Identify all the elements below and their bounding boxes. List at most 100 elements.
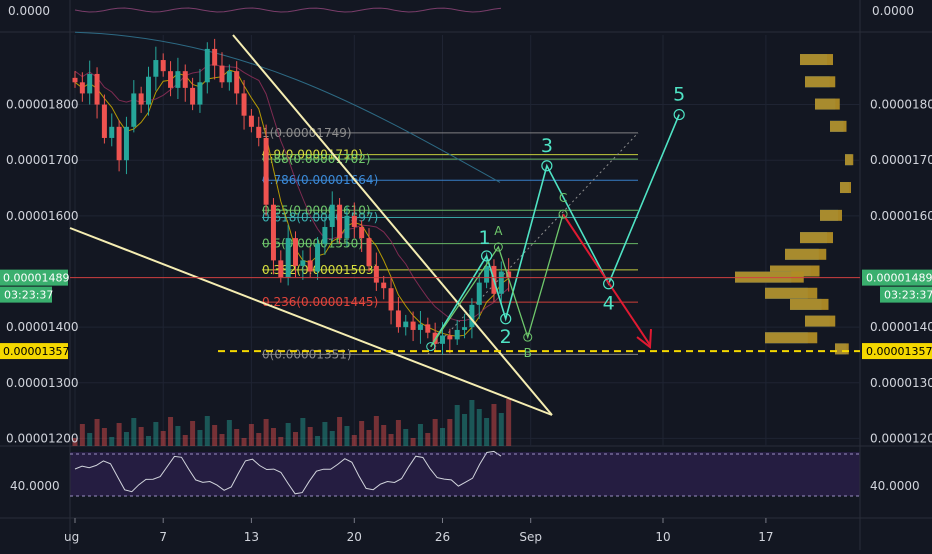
x-tick-label: Sep — [519, 530, 542, 544]
y-tick-label-left: 0.00001600 — [6, 209, 79, 223]
candle-body — [263, 137, 269, 205]
candle-body — [160, 60, 166, 72]
candle-body — [329, 204, 335, 227]
y-tick-label-left: 0.00001700 — [6, 153, 79, 167]
y-tick-label-left: 0.00001200 — [6, 431, 79, 445]
axes: 0.00001800 0.00001800 0.00001700 0.00001700… — [0, 7, 932, 544]
wave-start-point — [426, 342, 436, 352]
volume-bar — [285, 423, 291, 446]
rsi-line — [74, 450, 502, 495]
volume-bar — [138, 427, 144, 446]
candle-body — [219, 65, 225, 83]
countdown-label-right: 03:23:37 — [884, 289, 932, 302]
candle-body — [359, 226, 365, 239]
volume-bar — [168, 417, 174, 446]
rsi-band — [70, 452, 860, 496]
candle-body — [101, 104, 107, 138]
volume-profile-gold — [770, 265, 820, 277]
wave-label-5: 5 — [673, 84, 685, 106]
fib-level-label: 0(0.00001351) — [262, 347, 352, 361]
candle-body — [293, 238, 298, 266]
candle-body — [109, 126, 115, 138]
candle-body — [190, 87, 196, 105]
volume-bar — [484, 418, 490, 446]
y-tick-label-right: 0.00001600 — [870, 209, 932, 223]
volume-profile-gold — [800, 232, 833, 244]
volume-bar — [469, 400, 475, 446]
candle-body — [373, 265, 379, 283]
candle-body — [454, 329, 460, 340]
candle-body — [403, 321, 409, 328]
candle-body — [123, 126, 129, 161]
volume-bar — [432, 419, 438, 446]
candle-body — [204, 48, 210, 83]
volume-profile-gold — [785, 248, 827, 260]
candle-body — [337, 204, 343, 239]
fib-diagonal — [427, 132, 639, 355]
volume-profile-gold — [765, 287, 818, 299]
volume-bar — [440, 428, 445, 446]
projection-arrowhead — [636, 329, 652, 350]
wave-point-a — [493, 242, 503, 252]
volume-profile-gold — [815, 98, 840, 110]
fib-level-label: 1(0.00001749) — [262, 126, 352, 140]
rsi-left-label: 40.0000 — [10, 479, 60, 493]
rsi-right-label: 40.0000 — [870, 479, 920, 493]
long-moving-average — [74, 31, 501, 183]
candle-body — [315, 243, 321, 272]
candle-body — [197, 82, 203, 105]
x-tick-label: 13 — [244, 530, 259, 544]
countdown-badge-right — [880, 286, 932, 303]
volume-profile-gold — [805, 76, 836, 88]
volume-bar — [101, 428, 107, 446]
volume-bar — [322, 422, 328, 446]
support-label-left: 0.00001357 — [3, 345, 69, 358]
current-price-badge-left — [0, 269, 68, 286]
volume-bar — [87, 433, 93, 446]
fib-level-label: 0.65(0.00001610) — [262, 203, 371, 217]
top-indicator-left: 0.0000 — [8, 4, 50, 18]
candle-body — [248, 115, 254, 127]
volume-bar — [395, 420, 401, 446]
x-tick-label: 10 — [655, 530, 670, 544]
volume-bar — [425, 433, 431, 446]
volume-bar — [153, 422, 159, 446]
candle-body — [175, 71, 181, 88]
volume-bar — [241, 438, 247, 446]
volume-bar — [72, 438, 78, 446]
candle-body — [440, 335, 445, 344]
wave-point-5 — [673, 108, 685, 121]
volume-bar — [94, 419, 100, 446]
volume-bar — [329, 431, 335, 446]
volume-profile-gold — [805, 315, 836, 327]
candle-body — [344, 215, 350, 239]
y-tick-label-right: 0.00001800 — [870, 98, 932, 112]
candle-body — [94, 73, 100, 105]
candle-body — [417, 324, 423, 330]
candle-body — [79, 82, 85, 94]
x-tick-label: 26 — [435, 530, 450, 544]
candle-body — [388, 288, 394, 311]
volume-profile-gold — [820, 209, 842, 221]
y-tick-label-left: 0.00001300 — [6, 376, 79, 390]
wave-label-3: 3 — [541, 135, 553, 157]
fib-level-label: 0.5(0.00001550) — [262, 237, 363, 251]
candle-body — [212, 48, 218, 66]
volume-bar — [498, 413, 504, 446]
support-badge-left — [0, 343, 68, 360]
y-tick-label-right: 0.00001700 — [870, 153, 932, 167]
candle-body — [241, 93, 247, 116]
fib-level-label: 0.88(0.00001702) — [262, 152, 371, 166]
candle-body — [285, 238, 291, 278]
volume-bar — [197, 430, 203, 446]
wave-point-b — [523, 332, 533, 342]
x-tick-label: 7 — [159, 530, 167, 544]
support-badge-right — [862, 343, 932, 360]
volume-bar — [204, 416, 210, 446]
current-price-badge-right — [862, 269, 932, 286]
volume-bar — [506, 399, 512, 446]
moving-average-line — [74, 69, 509, 337]
candle-body — [168, 71, 174, 88]
wave-label-4: 4 — [603, 293, 615, 315]
candle-body — [182, 71, 188, 88]
